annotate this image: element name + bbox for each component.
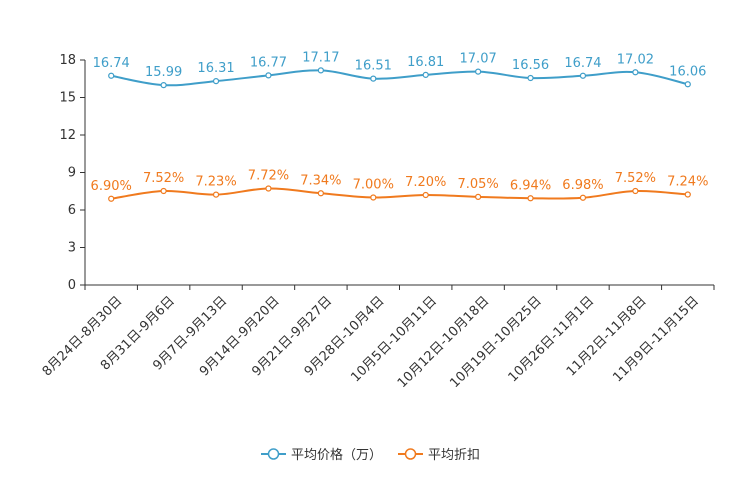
data-point <box>684 81 691 88</box>
data-point <box>212 78 220 85</box>
y-tick-label: 12 <box>59 128 76 143</box>
data-label: 7.52% <box>615 171 656 186</box>
legend[interactable]: 平均价格（万） 平均折扣 <box>261 447 480 463</box>
y-tick-label: 18 <box>59 53 76 68</box>
data-point <box>579 194 587 201</box>
data-label: 17.07 <box>460 52 497 67</box>
x-tick-label: 10月12日-10月18日 <box>395 294 492 391</box>
axes-layer: 03691215188月24日-8月30日8月31日-9月6日9月7日-9月13… <box>40 53 715 391</box>
data-point <box>160 82 167 89</box>
data-point <box>632 187 639 195</box>
data-point <box>108 72 115 79</box>
data-label: 7.24% <box>667 175 708 190</box>
y-tick-label: 6 <box>68 203 76 218</box>
data-label: 17.02 <box>617 52 654 67</box>
data-label: 6.90% <box>91 179 132 194</box>
data-label: 16.31 <box>197 61 234 76</box>
legend-label: 平均折扣 <box>428 448 480 463</box>
y-tick-label: 15 <box>59 91 76 106</box>
y-tick-label: 9 <box>68 166 76 181</box>
data-label: 7.23% <box>195 175 236 190</box>
data-point <box>108 195 115 202</box>
data-point <box>370 75 377 82</box>
data-point <box>527 74 534 82</box>
data-label: 16.51 <box>355 59 392 74</box>
legend-marker-icon <box>267 448 280 460</box>
data-point <box>579 72 587 79</box>
legend-label: 平均价格（万） <box>291 447 382 463</box>
data-label: 16.77 <box>250 55 287 70</box>
series-line-1 <box>111 187 688 200</box>
data-point <box>632 69 639 76</box>
data-label: 16.56 <box>512 58 549 73</box>
data-point <box>317 190 324 197</box>
series-line-0 <box>111 69 689 87</box>
data-point <box>475 193 482 200</box>
data-label: 16.74 <box>93 56 130 71</box>
data-label: 16.06 <box>669 64 706 79</box>
data-label: 7.20% <box>405 175 446 190</box>
data-point <box>527 195 534 202</box>
data-point <box>160 187 167 195</box>
series-layer <box>108 67 691 202</box>
data-point <box>684 191 691 198</box>
data-point <box>212 191 220 198</box>
data-point <box>422 191 429 199</box>
data-label: 7.00% <box>353 178 394 193</box>
data-label: 6.94% <box>510 178 551 193</box>
data-label: 7.34% <box>300 173 341 188</box>
x-tick-label: 10月19日-10月25日 <box>447 294 544 391</box>
data-label: 7.05% <box>457 177 498 192</box>
data-label: 7.52% <box>143 171 184 186</box>
legend-item-0[interactable]: 平均价格（万） <box>261 447 382 463</box>
data-point <box>317 67 324 74</box>
legend-marker-icon <box>404 448 417 460</box>
data-label: 16.81 <box>407 55 444 70</box>
data-point <box>422 71 429 78</box>
data-point <box>370 194 377 201</box>
y-tick-label: 0 <box>68 278 76 293</box>
y-tick-label: 3 <box>68 241 76 256</box>
data-point <box>475 68 482 75</box>
data-labels-layer: 16.74 15.99 16.31 16.77 17.17 16.51 16.81 17.07… <box>91 50 709 193</box>
data-label: 6.98% <box>562 178 603 193</box>
data-label: 17.17 <box>302 50 339 65</box>
data-label: 7.72% <box>248 169 289 184</box>
data-label: 16.74 <box>564 56 601 71</box>
data-point <box>265 185 272 192</box>
data-point <box>265 72 272 79</box>
legend-item-1[interactable]: 平均折扣 <box>398 448 480 463</box>
data-label: 15.99 <box>145 65 182 80</box>
